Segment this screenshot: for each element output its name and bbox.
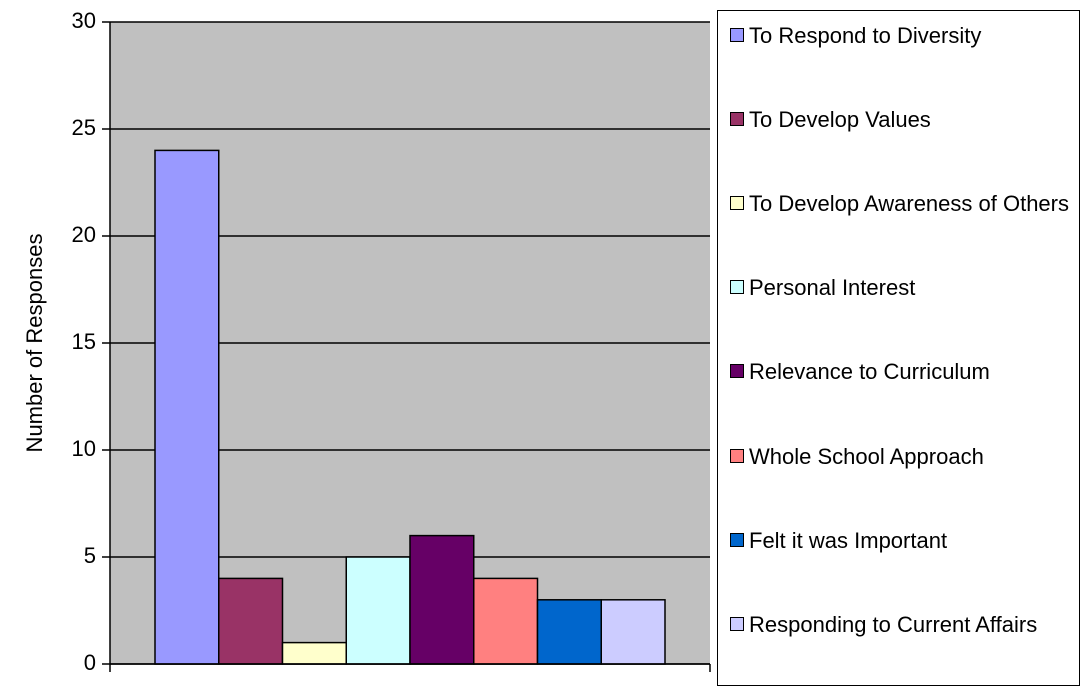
legend-swatch — [730, 616, 744, 631]
y-tick-label: 20 — [72, 222, 96, 247]
bar — [218, 577, 284, 665]
bar — [536, 599, 602, 665]
legend-label: Personal Interest — [749, 275, 916, 301]
legend-label: To Respond to Diversity — [749, 23, 982, 48]
y-tick-label: 5 — [84, 543, 96, 568]
legend-swatch — [730, 28, 744, 42]
y-axis-label: Number of Responses — [22, 234, 47, 453]
legend-item: Responding to Current Affairs — [730, 611, 1075, 638]
bar — [345, 556, 411, 665]
bar — [473, 577, 539, 665]
legend-item: Personal Interest — [730, 274, 1075, 301]
y-tick-label: 15 — [72, 329, 96, 354]
legend-item: Whole School Approach — [730, 443, 1075, 470]
legend-item: To Develop Awareness of Others — [730, 190, 1075, 217]
legend-label: Responding to Current Affairs — [749, 611, 1038, 637]
legend-swatch — [730, 448, 744, 463]
legend: To Respond to Diversity To Develop Values… — [717, 10, 1080, 686]
legend-item: To Develop Values — [730, 106, 1075, 133]
legend-label: Felt it was Important — [749, 527, 948, 553]
y-tick-label: 0 — [84, 650, 96, 675]
bar — [409, 534, 475, 665]
y-tick-label: 25 — [72, 115, 96, 140]
legend-label: To Develop Values — [749, 107, 931, 133]
legend-label: To Develop Awareness of Others — [749, 191, 1069, 217]
legend-label: Whole School Approach — [749, 443, 984, 469]
legend-swatch — [730, 364, 744, 379]
y-tick-label: 30 — [72, 8, 96, 33]
bar — [600, 599, 666, 665]
legend-item: To Respond to Diversity — [730, 22, 1075, 49]
legend-swatch — [730, 196, 744, 211]
y-tick-label: 10 — [72, 436, 96, 461]
legend-swatch — [730, 532, 744, 547]
legend-item: Felt it was Important — [730, 527, 1075, 554]
legend-item: Relevance to Curriculum — [730, 358, 1075, 385]
bar — [281, 641, 347, 665]
legend-swatch — [730, 280, 744, 295]
legend-swatch — [730, 112, 744, 127]
bar — [154, 149, 220, 665]
legend-label: Relevance to Curriculum — [749, 359, 990, 385]
